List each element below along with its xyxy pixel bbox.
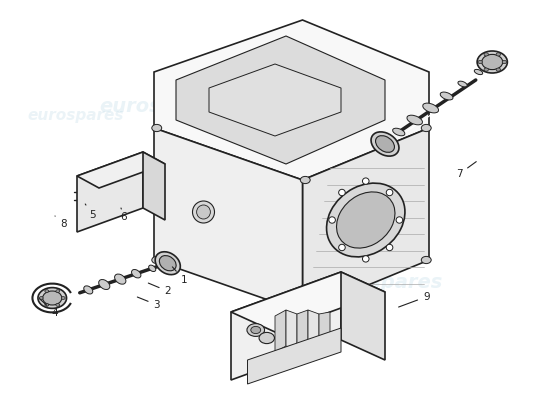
Ellipse shape	[300, 176, 310, 184]
Polygon shape	[341, 272, 385, 360]
Ellipse shape	[56, 304, 59, 306]
Ellipse shape	[251, 326, 261, 334]
Ellipse shape	[478, 60, 482, 64]
Polygon shape	[308, 310, 319, 350]
Ellipse shape	[484, 53, 488, 56]
Text: 8: 8	[55, 216, 67, 229]
Ellipse shape	[386, 244, 393, 251]
Ellipse shape	[45, 304, 48, 306]
Polygon shape	[154, 128, 302, 312]
Text: 4: 4	[40, 299, 58, 318]
Ellipse shape	[371, 132, 399, 156]
Ellipse shape	[40, 297, 43, 299]
Polygon shape	[275, 310, 286, 352]
Ellipse shape	[421, 124, 431, 132]
Polygon shape	[143, 152, 165, 220]
Ellipse shape	[362, 178, 369, 184]
Text: eurospares: eurospares	[319, 273, 442, 292]
Polygon shape	[286, 310, 297, 350]
Ellipse shape	[396, 217, 403, 223]
Ellipse shape	[484, 68, 488, 71]
Polygon shape	[319, 312, 330, 350]
Polygon shape	[176, 36, 385, 164]
Ellipse shape	[259, 332, 274, 344]
Ellipse shape	[337, 192, 395, 248]
Ellipse shape	[197, 205, 210, 219]
Ellipse shape	[393, 128, 405, 136]
Ellipse shape	[152, 124, 162, 132]
Ellipse shape	[131, 270, 141, 278]
Ellipse shape	[38, 288, 67, 308]
Ellipse shape	[192, 201, 215, 223]
Polygon shape	[248, 328, 341, 384]
Ellipse shape	[329, 217, 336, 223]
Ellipse shape	[300, 308, 310, 316]
Polygon shape	[209, 64, 341, 136]
Ellipse shape	[407, 115, 422, 125]
Polygon shape	[297, 310, 308, 350]
Ellipse shape	[502, 60, 507, 64]
Ellipse shape	[327, 183, 405, 257]
Polygon shape	[154, 20, 429, 180]
Ellipse shape	[496, 53, 500, 56]
Ellipse shape	[98, 280, 110, 290]
Text: 6: 6	[120, 208, 127, 222]
Ellipse shape	[362, 256, 369, 262]
Ellipse shape	[421, 256, 431, 264]
Ellipse shape	[482, 54, 503, 70]
Ellipse shape	[339, 244, 345, 251]
Text: 5: 5	[85, 204, 96, 220]
Polygon shape	[302, 128, 429, 312]
Ellipse shape	[247, 324, 265, 336]
Ellipse shape	[160, 256, 176, 271]
Ellipse shape	[474, 70, 483, 74]
Polygon shape	[231, 272, 385, 332]
Ellipse shape	[155, 252, 180, 275]
Text: eurospares: eurospares	[99, 97, 222, 116]
Ellipse shape	[496, 68, 500, 71]
Ellipse shape	[148, 265, 156, 272]
Ellipse shape	[84, 286, 93, 294]
Ellipse shape	[62, 297, 65, 299]
Ellipse shape	[376, 136, 394, 152]
Ellipse shape	[152, 256, 162, 264]
Ellipse shape	[339, 189, 345, 196]
Ellipse shape	[43, 291, 62, 305]
Polygon shape	[77, 152, 143, 232]
Ellipse shape	[56, 290, 60, 292]
Text: 2: 2	[148, 283, 171, 296]
Text: 1: 1	[172, 267, 188, 285]
Text: eurospares: eurospares	[264, 296, 360, 311]
Ellipse shape	[458, 81, 467, 87]
Text: 3: 3	[138, 297, 160, 310]
Text: 9: 9	[399, 292, 430, 307]
Ellipse shape	[386, 189, 393, 196]
Ellipse shape	[45, 290, 48, 292]
Ellipse shape	[114, 274, 126, 284]
Text: eurospares: eurospares	[28, 108, 124, 123]
Ellipse shape	[477, 51, 507, 73]
Ellipse shape	[440, 92, 453, 100]
Polygon shape	[231, 272, 341, 380]
Ellipse shape	[423, 103, 438, 113]
Text: 7: 7	[456, 162, 476, 179]
Polygon shape	[77, 152, 165, 188]
